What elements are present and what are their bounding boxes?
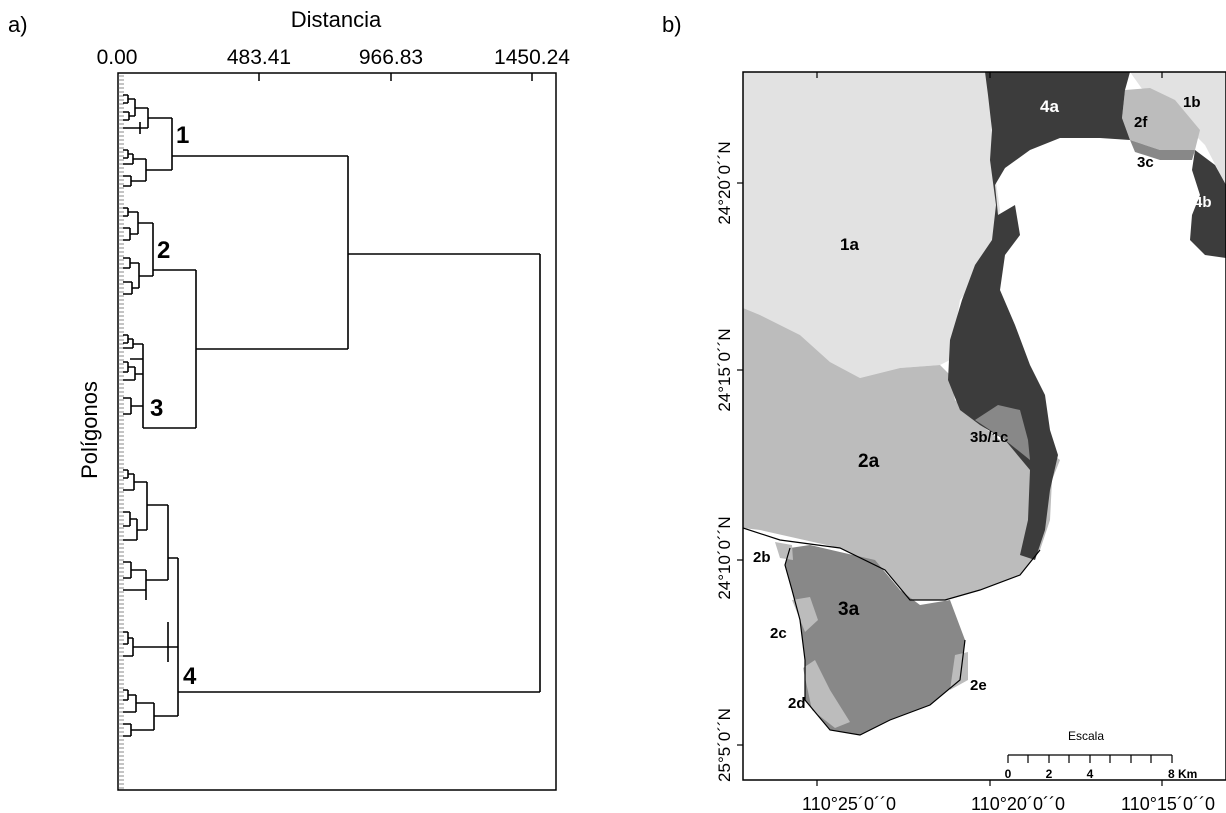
zone-3b-1c xyxy=(975,405,1030,460)
zone-2a xyxy=(743,308,1060,600)
x-axis-title: Distancia xyxy=(291,7,382,32)
coastline xyxy=(743,527,1041,736)
zone-label-2a: 2a xyxy=(858,451,880,472)
cluster-label-3: 3 xyxy=(150,395,163,422)
zone-label-1b: 1b xyxy=(1183,94,1201,111)
cluster-label-2: 2 xyxy=(157,237,170,264)
scale-tick-2: 2 xyxy=(1046,767,1053,781)
scale-tick-0: 0 xyxy=(1005,767,1012,781)
lat-label-4: 25°5´0´´N xyxy=(715,708,734,782)
lon-label-1: 110°25´0´´0 xyxy=(802,794,896,813)
zone-4b xyxy=(1190,150,1226,258)
panel-b-label: b) xyxy=(662,12,682,37)
lat-label-1: 24°20´0´´N xyxy=(715,141,734,224)
latitude-labels: 24°20´0´´N 24°15´0´´N 24°10´0´´N 25°5´0´… xyxy=(715,141,734,782)
zone-label-3c: 3c xyxy=(1137,154,1154,171)
scale-tick-4: 4 xyxy=(1087,767,1094,781)
zone-3c xyxy=(1130,140,1195,160)
panel-a-label: a) xyxy=(8,12,28,37)
plot-frame xyxy=(117,72,557,791)
zone-4a xyxy=(948,72,1130,560)
zone-label-2c: 2c xyxy=(770,625,787,642)
tick-label-1: 483.41 xyxy=(227,46,291,69)
zone-3a xyxy=(785,545,965,735)
zone-2b xyxy=(775,542,793,560)
tick-label-3: 1450.24 xyxy=(494,46,570,69)
zone-1a xyxy=(743,72,1000,378)
lon-label-2: 110°20´0´´0 xyxy=(971,794,1065,813)
zone-label-2f: 2f xyxy=(1134,114,1148,131)
leaf-ticks xyxy=(118,75,124,789)
zone-2e xyxy=(950,652,968,690)
scale-title: Escala xyxy=(1068,729,1104,743)
lat-label-3: 24°10´0´´N xyxy=(715,516,734,599)
y-axis-title: Polígonos xyxy=(77,381,102,479)
zone-label-2b: 2b xyxy=(753,549,771,566)
zone-label-4a: 4a xyxy=(1040,97,1059,116)
tick-label-2: 966.83 xyxy=(359,46,423,69)
top-ticks xyxy=(258,73,533,81)
zone-2f xyxy=(1122,88,1200,150)
zone-label-2d: 2d xyxy=(788,695,806,712)
zone-label-3a: 3a xyxy=(838,599,860,620)
dendrogram: Distancia 0.00 483.41 966.83 1450.24 Pol… xyxy=(77,7,570,791)
map-frame xyxy=(742,71,1226,781)
map-ticks xyxy=(737,72,1163,786)
zone-label-4b: 4b xyxy=(1194,194,1212,211)
cluster-label-1: 1 xyxy=(176,122,189,149)
lat-label-2: 24°15´0´´N xyxy=(715,328,734,411)
dendrogram-branches xyxy=(123,94,541,737)
zone-2c xyxy=(792,597,818,632)
zone-labels: 1a 1b 2a 2b 2c 2d 2e 2f 3a 3b/1c 3c 4a 4… xyxy=(753,94,1212,712)
longitude-labels: 110°25´0´´0 110°20´0´´0 110°15´0´´0 xyxy=(802,794,1215,813)
tick-label-0: 0.00 xyxy=(97,46,138,69)
scale-bar: Escala 0 2 4 8 Km xyxy=(1005,729,1198,781)
zone-label-2e: 2e xyxy=(970,677,987,694)
zone-label-1a: 1a xyxy=(840,235,859,254)
scale-tick-8: 8 Km xyxy=(1168,767,1197,781)
zone-label-3b-1c: 3b/1c xyxy=(970,429,1008,446)
lon-label-3: 110°15´0´´0 xyxy=(1121,794,1215,813)
cluster-label-4: 4 xyxy=(183,663,197,690)
zone-1b xyxy=(1130,72,1226,245)
